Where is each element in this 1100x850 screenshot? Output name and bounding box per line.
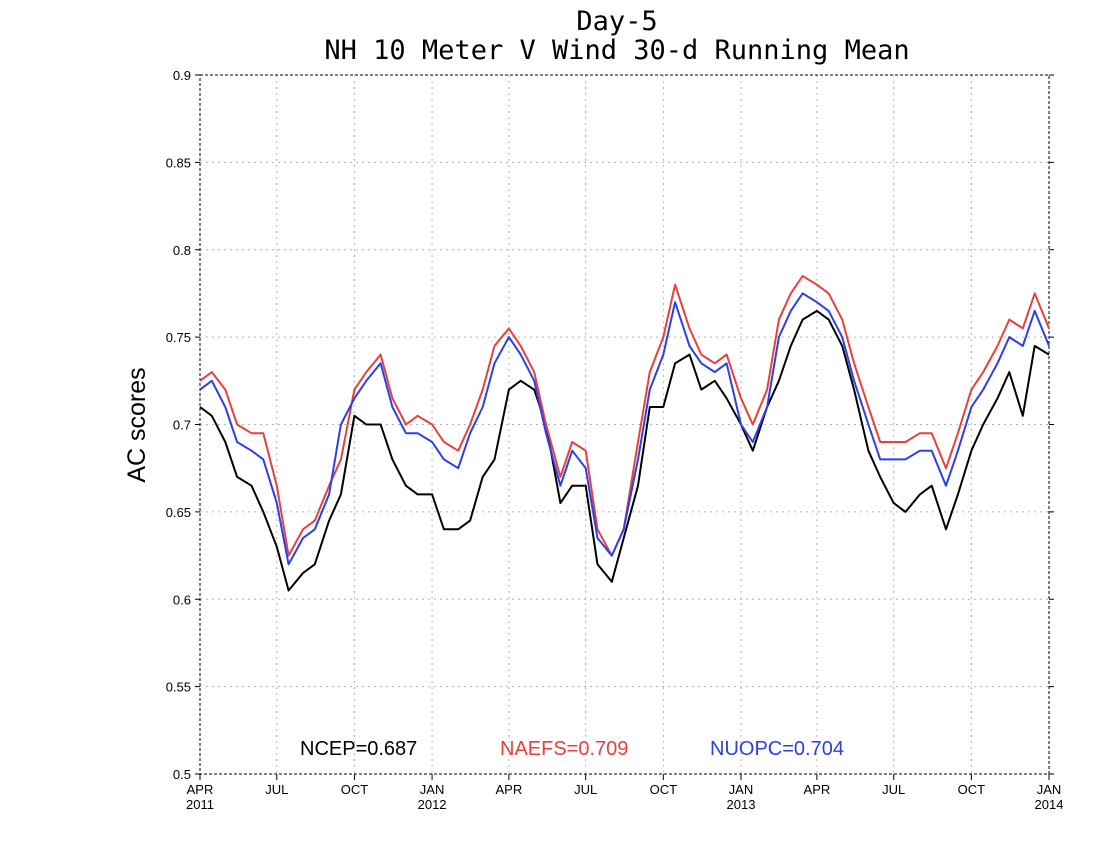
x-tick-label: OCT bbox=[650, 782, 678, 797]
x-tick-label: JAN bbox=[420, 782, 445, 797]
x-tick-label: OCT bbox=[341, 782, 369, 797]
x-tick-year-label: 2011 bbox=[186, 797, 214, 812]
x-tick-label: OCT bbox=[958, 782, 986, 797]
y-tick-label: 0.75 bbox=[166, 330, 191, 345]
legend-naefs: NAEFS=0.709 bbox=[500, 738, 628, 760]
series-line-ncep bbox=[199, 309, 1050, 592]
y-axis-label: AC scores bbox=[123, 367, 151, 482]
legend: NCEP=0.687 NAEFS=0.709 NUOPC=0.704 bbox=[300, 738, 844, 760]
y-axis: 0.5 0.55 0.6 0.65 0.7 0.75 0.8 0.85 0.9 bbox=[166, 68, 1054, 782]
x-tick-label: APR bbox=[804, 782, 831, 797]
y-tick-label: 0.6 bbox=[173, 592, 191, 607]
x-tick-label: APR bbox=[187, 782, 214, 797]
x-tick-label: APR bbox=[496, 782, 523, 797]
chart-title: Day-5 bbox=[576, 6, 657, 37]
legend-nuopc: NUOPC=0.704 bbox=[710, 738, 844, 760]
y-tick-label: 0.55 bbox=[166, 680, 191, 695]
x-tick-year-label: 2012 bbox=[418, 797, 447, 812]
x-tick-label: JAN bbox=[729, 782, 754, 797]
series-line-nuopc bbox=[199, 292, 1050, 566]
x-tick-label: JUL bbox=[574, 782, 597, 797]
x-tick-label: JUL bbox=[882, 782, 905, 797]
x-tick-year-label: 2013 bbox=[727, 797, 756, 812]
y-tick-label: 0.7 bbox=[173, 418, 191, 433]
y-tick-label: 0.8 bbox=[173, 243, 191, 258]
chart-subtitle: NH 10 Meter V Wind 30-d Running Mean bbox=[324, 35, 909, 66]
y-tick-label: 0.5 bbox=[173, 767, 191, 782]
y-tick-label: 0.85 bbox=[166, 155, 191, 170]
series-line-naefs bbox=[199, 275, 1050, 557]
grid bbox=[200, 75, 1049, 774]
y-tick-label: 0.9 bbox=[173, 68, 191, 83]
x-tick-year-label: 2014 bbox=[1035, 797, 1064, 812]
y-tick-label: 0.65 bbox=[166, 505, 191, 520]
x-tick-label: JUL bbox=[265, 782, 288, 797]
series-lines bbox=[199, 275, 1050, 592]
x-tick-label: JAN bbox=[1037, 782, 1062, 797]
legend-ncep: NCEP=0.687 bbox=[300, 738, 417, 760]
